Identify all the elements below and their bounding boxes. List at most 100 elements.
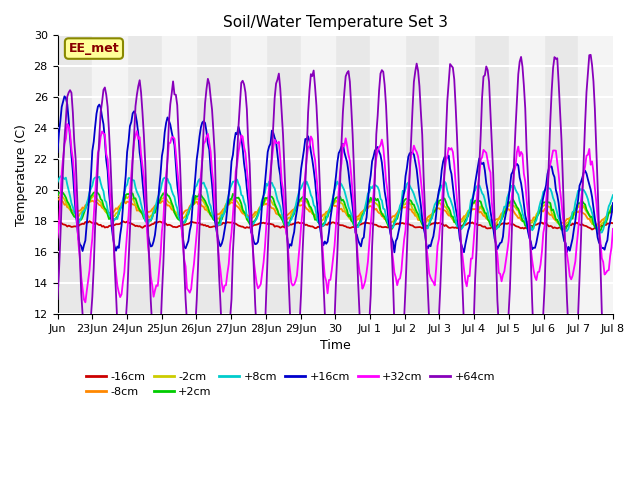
-16cm xyxy=(86,218,93,224)
+2cm xyxy=(491,228,499,234)
Bar xyxy=(335,36,370,314)
+16cm xyxy=(609,200,617,206)
-8cm xyxy=(122,201,129,206)
+2cm xyxy=(456,223,463,228)
+32cm xyxy=(63,121,71,127)
-8cm xyxy=(456,218,463,224)
+2cm xyxy=(54,192,61,198)
Bar xyxy=(58,36,92,314)
Title: Soil/Water Temperature Set 3: Soil/Water Temperature Set 3 xyxy=(223,15,448,30)
Bar xyxy=(301,36,335,314)
+16cm xyxy=(406,150,413,156)
-16cm xyxy=(456,223,463,229)
+64cm xyxy=(609,315,617,321)
Line: +16cm: +16cm xyxy=(58,96,613,252)
+8cm xyxy=(609,192,617,198)
Text: EE_met: EE_met xyxy=(68,42,119,55)
+64cm xyxy=(454,171,462,177)
+16cm xyxy=(54,149,61,155)
-16cm xyxy=(236,223,244,229)
-2cm xyxy=(275,212,283,217)
+64cm xyxy=(587,52,595,58)
+2cm xyxy=(236,197,244,203)
Y-axis label: Temperature (C): Temperature (C) xyxy=(15,124,28,226)
+32cm xyxy=(237,132,245,138)
-8cm xyxy=(609,208,617,214)
-16cm xyxy=(54,218,61,224)
Bar xyxy=(127,36,162,314)
-16cm xyxy=(609,220,617,226)
+8cm xyxy=(58,173,65,179)
+8cm xyxy=(456,224,463,230)
+32cm xyxy=(406,170,413,176)
+16cm xyxy=(458,241,465,247)
+64cm xyxy=(235,123,243,129)
+16cm xyxy=(236,130,244,135)
+16cm xyxy=(390,250,398,255)
Bar xyxy=(440,36,474,314)
Line: -16cm: -16cm xyxy=(58,221,613,229)
+8cm xyxy=(459,225,467,230)
-2cm xyxy=(54,193,61,199)
Bar xyxy=(231,36,266,314)
-2cm xyxy=(456,219,463,225)
+32cm xyxy=(276,155,284,161)
-2cm xyxy=(236,203,244,208)
Line: -2cm: -2cm xyxy=(58,195,613,228)
-2cm xyxy=(459,218,467,224)
+32cm xyxy=(81,300,89,305)
-16cm xyxy=(275,224,283,229)
-2cm xyxy=(122,194,129,200)
+2cm xyxy=(93,189,100,195)
Line: -8cm: -8cm xyxy=(58,199,613,225)
-8cm xyxy=(404,206,412,212)
+16cm xyxy=(61,94,68,99)
-2cm xyxy=(609,204,617,210)
+32cm xyxy=(124,229,131,235)
Bar xyxy=(196,36,231,314)
+2cm xyxy=(404,196,412,202)
-16cm xyxy=(588,227,596,232)
-2cm xyxy=(593,225,600,230)
+8cm xyxy=(122,184,129,190)
-8cm xyxy=(236,206,244,212)
+8cm xyxy=(404,180,412,185)
Line: +64cm: +64cm xyxy=(58,55,613,394)
+64cm xyxy=(604,391,611,396)
Line: +2cm: +2cm xyxy=(58,192,613,231)
-8cm xyxy=(275,212,283,217)
-16cm xyxy=(459,223,467,228)
+8cm xyxy=(275,200,283,206)
+2cm xyxy=(459,224,467,229)
-16cm xyxy=(122,220,129,226)
+16cm xyxy=(460,249,468,255)
Legend: -16cm, -8cm, -2cm, +2cm, +8cm, +16cm, +32cm, +64cm: -16cm, -8cm, -2cm, +2cm, +8cm, +16cm, +3… xyxy=(82,367,500,402)
Bar xyxy=(266,36,301,314)
+32cm xyxy=(460,266,468,272)
+8cm xyxy=(54,180,61,185)
-8cm xyxy=(459,216,467,221)
-2cm xyxy=(90,192,97,198)
+64cm xyxy=(120,338,128,344)
+2cm xyxy=(122,192,129,198)
+16cm xyxy=(275,164,283,170)
+64cm xyxy=(403,248,411,253)
Bar xyxy=(509,36,543,314)
Bar xyxy=(92,36,127,314)
Bar xyxy=(543,36,578,314)
Bar xyxy=(578,36,613,314)
+32cm xyxy=(609,226,617,232)
+64cm xyxy=(458,252,465,257)
-16cm xyxy=(404,221,412,227)
Line: +32cm: +32cm xyxy=(58,124,613,302)
Bar xyxy=(162,36,196,314)
+64cm xyxy=(54,296,61,302)
+32cm xyxy=(54,235,61,240)
Bar xyxy=(404,36,440,314)
+2cm xyxy=(275,212,283,217)
+32cm xyxy=(458,242,465,248)
Bar xyxy=(474,36,509,314)
+8cm xyxy=(595,231,603,237)
Line: +8cm: +8cm xyxy=(58,176,613,234)
+2cm xyxy=(609,202,617,207)
